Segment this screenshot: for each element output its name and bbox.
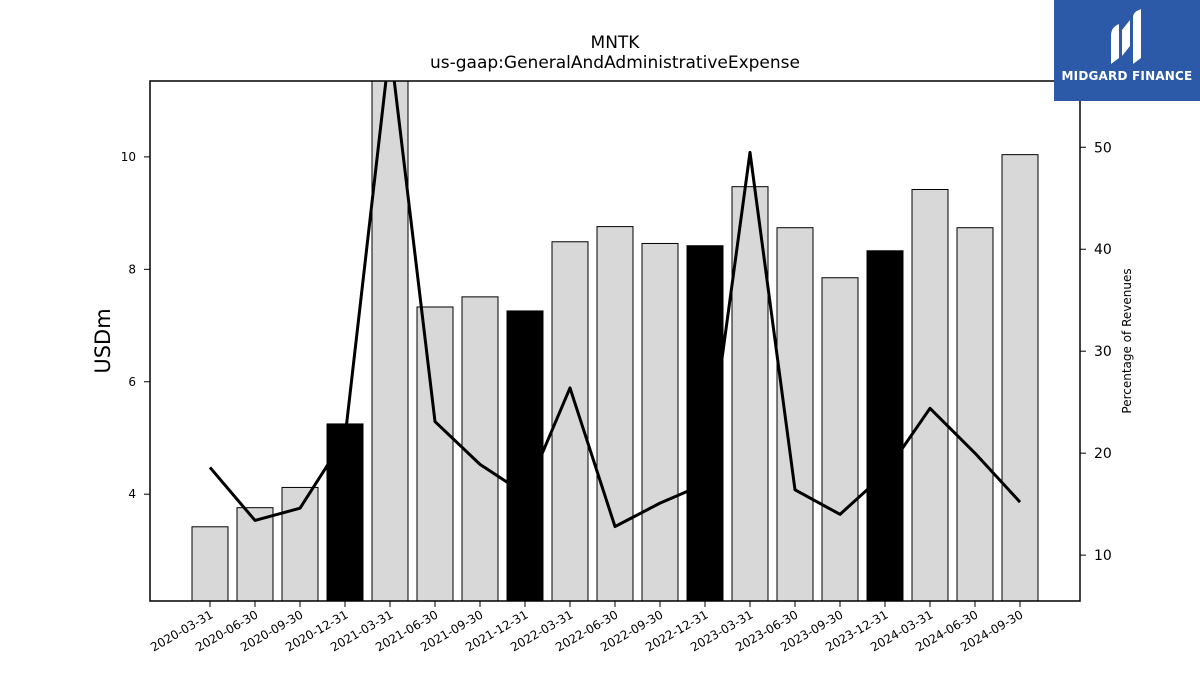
- bar-2024-09-30: [1001, 154, 1039, 601]
- y2-axis-label: Percentage of Revenues: [1120, 268, 1134, 413]
- y2-tick-label: 30: [1094, 344, 1112, 360]
- bar-2022-06-30: [596, 226, 634, 601]
- bar-2020-12-31: [326, 423, 364, 601]
- bar-2020-06-30: [236, 507, 274, 601]
- line-series: [208, 81, 1022, 529]
- y-axis-label: USDm: [91, 308, 115, 373]
- bar-2022-09-30: [641, 242, 679, 601]
- mh-monogram-icon: [1111, 9, 1141, 64]
- bar-2020-03-31: [191, 526, 229, 601]
- y2-tick-label: 50: [1094, 140, 1112, 156]
- logo-text: MIDGARD FINANCE: [1061, 69, 1193, 83]
- bar-2023-09-30: [821, 277, 859, 601]
- bar-2023-12-31: [866, 250, 904, 601]
- percentage-of-revenues-line: [208, 81, 1022, 529]
- bar-2023-06-30: [776, 227, 814, 601]
- bar-series: [191, 81, 1039, 601]
- y2-tick-label: 40: [1094, 242, 1112, 258]
- y-tick-label: 8: [128, 262, 136, 276]
- bar-2021-12-31: [506, 310, 544, 601]
- bar-2024-06-30: [956, 227, 994, 601]
- bar-2022-12-31: [686, 245, 724, 601]
- y2-tick-label: 10: [1094, 548, 1112, 564]
- bar-2020-09-30: [281, 486, 319, 601]
- bar-2021-06-30: [416, 306, 454, 601]
- bar-2024-03-31: [911, 188, 949, 601]
- y2-tick-label: 20: [1094, 446, 1112, 462]
- y-tick-label: 6: [128, 375, 136, 389]
- bar-2023-03-31: [731, 186, 769, 601]
- chart-subtitle: us-gaap:GeneralAndAdministrativeExpense: [430, 53, 800, 73]
- chart-title: MNTK: [591, 33, 641, 53]
- y-tick-label: 4: [128, 487, 136, 501]
- y-tick-label: 10: [121, 150, 136, 164]
- midgard-finance-logo: MIDGARD FINANCE: [1054, 0, 1200, 101]
- bar-2021-09-30: [461, 296, 499, 601]
